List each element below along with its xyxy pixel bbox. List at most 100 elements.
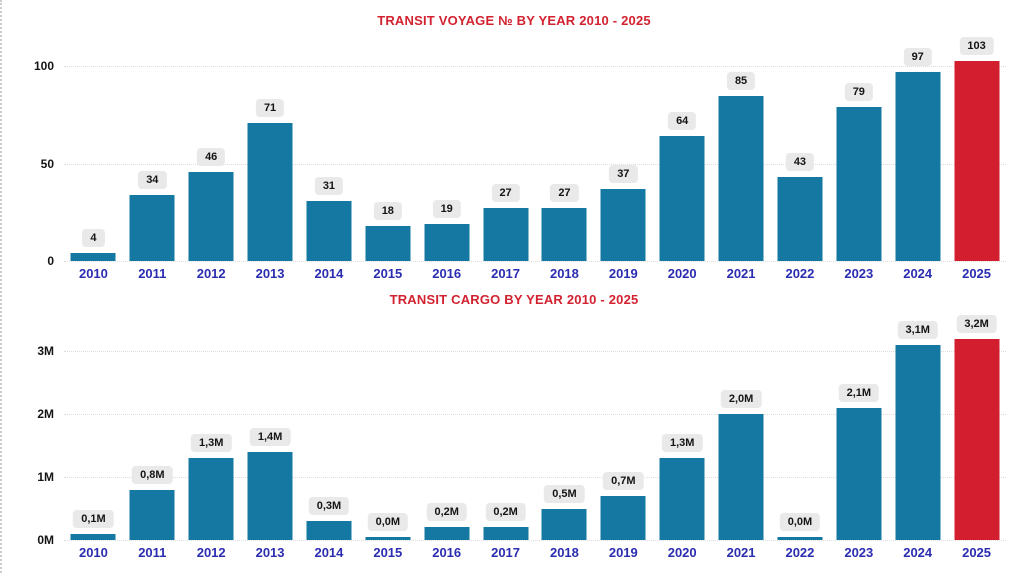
bar-value-label: 0,1M [73,509,114,528]
bar-slot-2025: 3,2M 2025 [947,314,1006,560]
bar-slot-2010: 0,1M 2010 [64,333,123,560]
y-axis-tick-label: 2M [37,407,54,422]
x-axis-year-label: 2017 [491,545,521,560]
x-axis-year-label: 2016 [432,545,462,560]
bar-slot-2010: 4 2010 [64,45,123,281]
bar-slot-2011: 34 2011 [123,45,182,281]
bar-value-label: 19 [432,200,461,219]
voyage-chart-section: TRANSIT VOYAGE № BY YEAR 2010 - 2025 0 50… [2,0,1024,285]
bar-slot-2012: 1,3M 2012 [182,333,241,560]
bar-slot-2023: 2,1M 2023 [829,333,888,560]
bar-slot-2011: 0,8M 2011 [123,333,182,560]
bar-slot-2020: 64 2020 [653,45,712,281]
x-axis-year-label: 2011 [138,545,167,560]
bar-value-label: 0,5M [544,484,585,503]
bar-value-label: 0,2M [485,503,526,522]
bar-slot-2022: 0,0M 2022 [771,333,830,560]
y-axis-tick-label: 100 [33,59,54,74]
gridline-y3M [64,351,1006,353]
gridline-y50 [64,163,1006,165]
x-axis-year-label: 2025 [962,545,992,560]
bar-value-label: 79 [844,83,873,102]
x-axis-year-label: 2016 [432,266,462,281]
bar-value-label: 0,0M [367,513,409,531]
voyage-bar-2014 [306,200,352,261]
bar-value-label: 3,1M [897,320,938,339]
cargo-bar-2023 [836,407,882,540]
voyage-bar-2025 [954,60,1000,261]
bar-value-label: 64 [668,112,697,131]
cargo-bar-2024 [895,344,941,540]
bar-slot-2021: 85 2021 [712,45,771,281]
y-axis-tick-label: 3M [37,344,54,359]
bar-slot-2018: 0,5M 2018 [535,333,594,560]
voyage-bar-2022 [777,177,823,261]
cargo-bar-2018 [541,508,587,540]
x-axis-year-label: 2014 [314,545,344,560]
cargo-bar-2025 [954,338,1000,540]
cargo-bar-2011 [129,489,175,540]
bar-value-label: 18 [373,201,402,220]
bar-value-label: 2,1M [838,383,880,402]
bar-value-label: 97 [903,48,932,67]
x-axis-year-label: 2017 [491,266,521,281]
bar-value-label: 2,0M [720,390,762,409]
gridline-y1M [64,477,1006,479]
x-axis-year-label: 2020 [667,266,697,281]
cargo-bar-2012 [188,458,234,540]
bar-slot-2013: 1,4M 2013 [241,333,300,560]
bar-value-label: 0,2M [426,503,467,522]
y-axis-tick-label: 0 [47,254,54,268]
bar-value-label: 0,3M [308,497,350,516]
bar-value-label: 0,7M [603,471,644,490]
voyage-bar-2024 [895,72,941,261]
y-axis-tick-label: 50 [40,156,54,171]
voyage-bar-2011 [129,194,175,261]
voyage-bar-2018 [541,208,587,261]
voyage-bar-2019 [600,189,646,261]
cargo-bar-2013 [247,451,293,540]
bar-slot-2014: 31 2014 [300,45,359,281]
bar-value-label: 3,2M [956,314,997,333]
x-axis-year-label: 2018 [549,545,579,560]
bar-value-label: 27 [491,184,520,203]
cargo-bar-2022 [777,537,823,540]
x-axis-year-label: 2015 [373,545,403,560]
bar-value-label: 27 [550,184,579,203]
voyage-bar-2013 [247,122,293,261]
bar-slot-2023: 79 2023 [829,45,888,281]
bar-slot-2022: 43 2022 [771,45,830,281]
bar-slot-2015: 0,0M 2015 [358,333,417,560]
cargo-bar-2014 [306,521,352,540]
cargo-chart-title: TRANSIT CARGO BY YEAR 2010 - 2025 [389,292,639,307]
voyage-bar-2010 [70,253,116,261]
bar-slot-2016: 19 2016 [417,45,476,281]
bar-slot-2025: 103 2025 [947,36,1006,281]
bar-slot-2017: 0,2M 2017 [476,333,535,560]
bar-slot-2020: 1,3M 2020 [653,333,712,560]
gridline-y2M [64,414,1006,416]
voyage-chart-plot: 0 50 100 4 2010 34 2011 46 2012 71 2013 31 2014 18 201… [34,36,1006,281]
x-axis-year-label: 2011 [138,266,167,281]
bar-value-label: 34 [138,170,167,189]
x-axis-year-label: 2024 [903,545,933,560]
bar-slot-2017: 27 2017 [476,45,535,281]
gridline-y0 [64,261,1006,262]
bar-value-label: 1,3M [661,434,703,453]
bar-slot-2024: 3,1M 2024 [888,320,947,560]
x-axis-year-label: 2010 [78,266,108,281]
x-axis-year-label: 2014 [314,266,344,281]
x-axis-year-label: 2022 [785,266,815,281]
bar-value-label: 1,4M [249,427,291,446]
bar-slot-2024: 97 2024 [888,45,947,281]
x-axis-year-label: 2021 [726,266,756,281]
voyage-bar-2020 [659,136,705,261]
voyage-bar-2023 [836,107,882,261]
x-axis-year-label: 2018 [549,266,579,281]
x-axis-year-label: 2010 [78,545,108,560]
cargo-bar-2016 [424,527,470,540]
bar-value-label: 4 [82,229,105,248]
bar-value-label: 46 [197,147,226,166]
bar-value-label: 103 [959,36,994,55]
cargo-bar-2019 [600,495,646,540]
